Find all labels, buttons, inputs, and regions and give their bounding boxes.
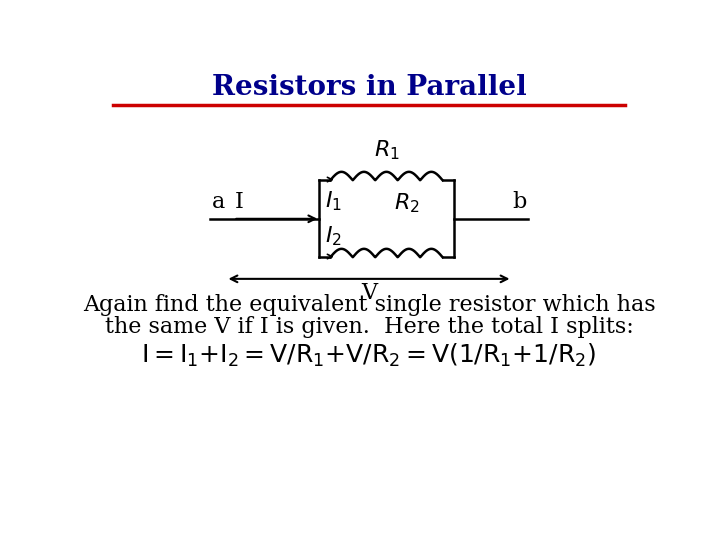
Text: $R_2$: $R_2$: [394, 191, 420, 215]
Text: $I_1$: $I_1$: [325, 190, 342, 213]
Text: the same V if I is given.  Here the total I splits:: the same V if I is given. Here the total…: [104, 315, 634, 338]
Text: $\mathrm{I = I_1{+}I_2 = V / R_1 {+} V / R_2{=} V(1/ R_1 {+}1/ R_2)}$: $\mathrm{I = I_1{+}I_2 = V / R_1 {+} V /…: [141, 341, 597, 369]
Text: b: b: [512, 191, 526, 213]
Text: V: V: [361, 282, 377, 304]
Text: Again find the equivalent single resistor which has: Again find the equivalent single resisto…: [83, 294, 655, 316]
Text: I: I: [235, 191, 244, 213]
Text: $I_2$: $I_2$: [325, 225, 341, 248]
Text: Resistors in Parallel: Resistors in Parallel: [212, 75, 526, 102]
Text: $R_1$: $R_1$: [374, 138, 400, 162]
Text: a: a: [212, 191, 225, 213]
